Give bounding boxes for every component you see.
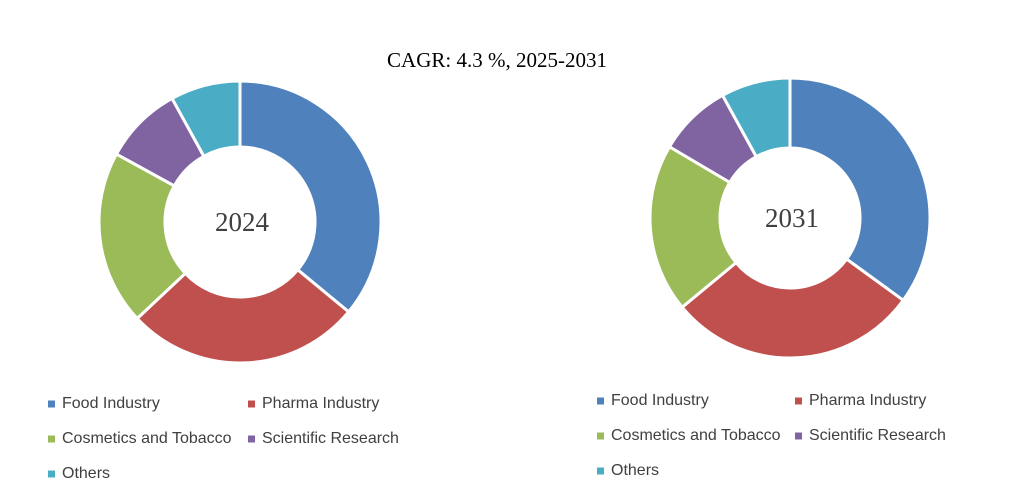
- center-label: 2031: [765, 203, 819, 233]
- donut-slice: [238, 79, 383, 314]
- legend-swatch: [795, 397, 802, 405]
- legend-label: Scientific Research: [809, 427, 946, 444]
- legend-swatch: [248, 400, 255, 408]
- legend-swatch: [795, 432, 802, 440]
- donut-slice: [135, 267, 351, 365]
- center-label: 2024: [215, 207, 270, 237]
- donut-slice: [720, 76, 792, 159]
- legend-swatch: [48, 400, 55, 408]
- legend-swatch: [48, 470, 55, 478]
- legend-swatch: [248, 435, 255, 443]
- donut-slice: [648, 144, 739, 310]
- legend-label: Food Industry: [62, 395, 160, 412]
- donut-slice: [170, 79, 242, 159]
- legend-label: Others: [611, 462, 659, 479]
- legend-swatch: [597, 397, 604, 405]
- donut-slice: [788, 76, 932, 303]
- legend-label: Cosmetics and Tobacco: [611, 427, 781, 444]
- legend-label: Cosmetics and Tobacco: [62, 430, 232, 447]
- legend-label: Pharma Industry: [809, 392, 926, 409]
- legend-swatch: [597, 467, 604, 475]
- legend-label: Others: [62, 465, 110, 482]
- donut-slice: [680, 257, 906, 360]
- legend-label: Pharma Industry: [262, 395, 379, 412]
- legend-swatch: [597, 432, 604, 440]
- legend-swatch: [48, 435, 55, 443]
- legend-label: Scientific Research: [262, 430, 399, 447]
- chart-title: CAGR: 4.3 %, 2025-2031: [387, 48, 607, 72]
- legend-label: Food Industry: [611, 392, 709, 409]
